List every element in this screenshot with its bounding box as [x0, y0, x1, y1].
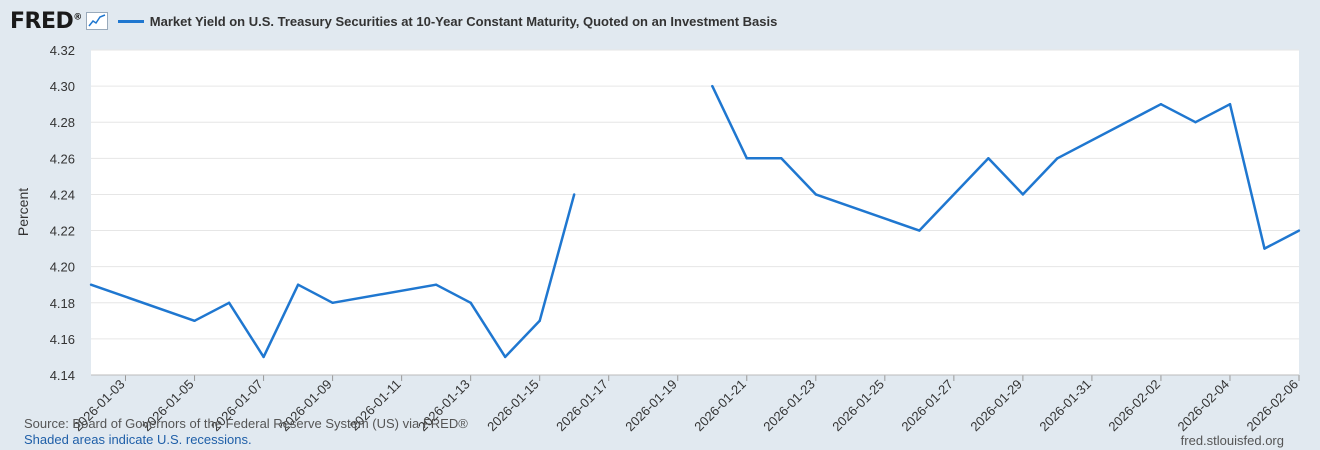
registered-mark: ® — [73, 12, 82, 23]
x-tick-label: 2026-02-06 — [1243, 377, 1301, 435]
recession-note[interactable]: Shaded areas indicate U.S. recessions. — [24, 432, 252, 447]
x-tick-label: 2026-01-25 — [829, 377, 887, 435]
y-tick-label: 4.22 — [50, 224, 75, 239]
data-point — [987, 157, 990, 160]
y-tick-label: 4.18 — [50, 296, 75, 311]
data-point — [434, 283, 438, 286]
data-point — [573, 193, 576, 196]
x-tick-label: 2026-01-19 — [622, 377, 680, 435]
y-tick-label: 4.28 — [50, 115, 75, 130]
data-point — [1263, 247, 1266, 250]
fred-logo[interactable]: FRED® — [10, 9, 82, 34]
x-tick-label: 2026-01-21 — [691, 377, 749, 435]
x-tick-label: 2026-02-02 — [1105, 377, 1163, 435]
x-tick-label: 2026-02-04 — [1174, 377, 1232, 435]
data-point — [780, 157, 783, 160]
x-tick-label: 2026-01-15 — [484, 377, 542, 435]
legend-swatch — [117, 19, 144, 23]
data-point — [331, 301, 334, 304]
fred-logo-text: FRED — [10, 8, 74, 34]
legend: Market Yield on U.S. Treasury Securities… — [117, 13, 778, 29]
chart-header: FRED® Market Yield on U.S. Treasury Secu… — [10, 6, 777, 36]
data-point — [1194, 121, 1197, 124]
data-point — [711, 84, 714, 88]
y-tick-label: 4.30 — [50, 79, 75, 94]
data-point — [503, 355, 507, 359]
chart-line-icon — [85, 12, 108, 30]
y-tick-label: 4.32 — [50, 43, 75, 58]
data-point — [469, 301, 472, 304]
data-point — [262, 355, 265, 359]
data-point — [1056, 157, 1059, 160]
x-tick-label: 2026-01-29 — [967, 377, 1025, 435]
data-point — [745, 157, 748, 160]
data-point — [1228, 102, 1232, 106]
y-tick-label: 4.20 — [50, 260, 75, 275]
data-point — [538, 319, 541, 323]
data-point — [1021, 193, 1025, 196]
source-note: Source: Board of Governors of the Federa… — [24, 416, 468, 448]
x-tick-label: 2026-01-31 — [1036, 377, 1094, 435]
data-point — [193, 319, 196, 323]
fred-url[interactable]: fred.stlouisfed.org — [1180, 433, 1284, 448]
data-point — [227, 301, 231, 304]
data-point — [814, 193, 817, 196]
data-point — [1297, 229, 1301, 232]
plot-area — [91, 50, 1299, 375]
source-text: Source: Board of Governors of the Federa… — [24, 416, 468, 431]
legend-label: Market Yield on U.S. Treasury Securities… — [149, 13, 778, 29]
x-tick-label: 2026-01-27 — [898, 377, 956, 435]
data-point — [89, 283, 93, 286]
data-point — [1159, 102, 1163, 106]
data-point — [296, 283, 300, 286]
x-tick-label: 2026-01-23 — [760, 377, 818, 435]
x-tick-label: 2026-01-17 — [553, 377, 611, 435]
y-tick-label: 4.16 — [50, 332, 75, 347]
data-point — [918, 229, 921, 232]
y-tick-label: 4.26 — [50, 151, 75, 166]
y-tick-label: 4.14 — [50, 368, 75, 383]
y-tick-label: 4.24 — [50, 187, 75, 202]
